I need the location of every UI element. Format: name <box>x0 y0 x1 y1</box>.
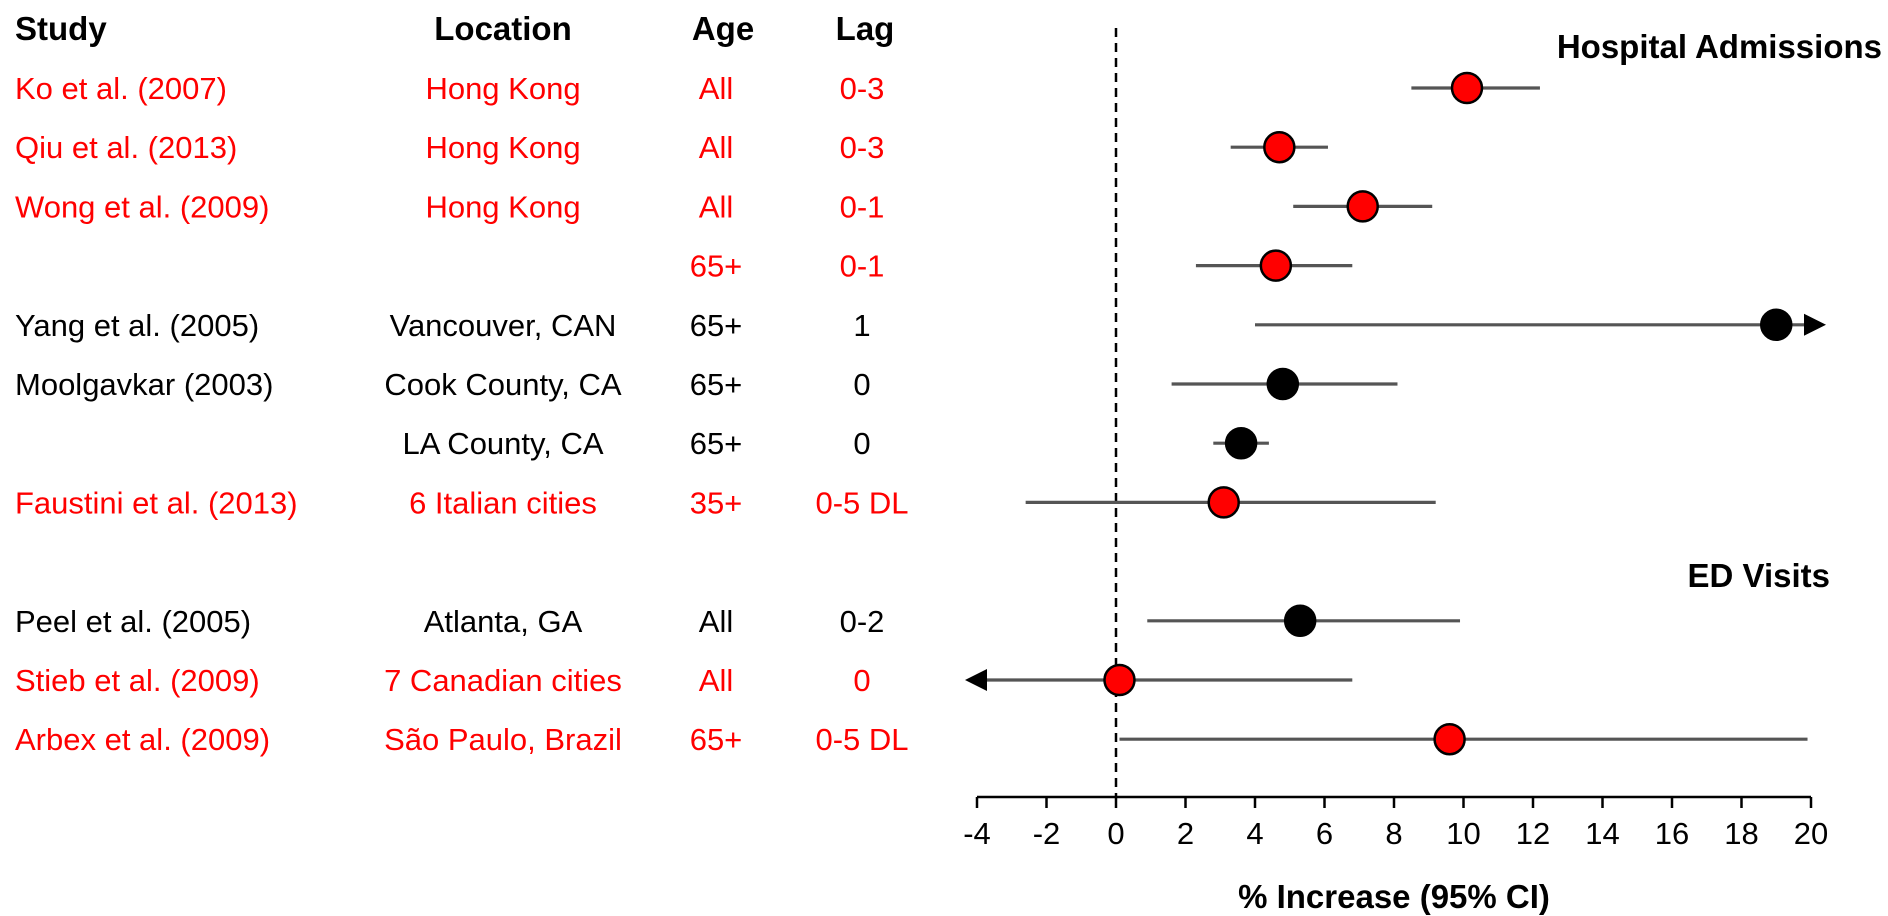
row-9-age: All <box>699 663 733 698</box>
row-6-lag: 0 <box>853 426 870 461</box>
row-0-study: Ko et al. (2007) <box>15 71 227 106</box>
header-study: Study <box>15 10 107 47</box>
row-1-age: All <box>699 130 733 165</box>
row-7-location: 6 Italian cities <box>409 485 597 520</box>
row-3-age: 65+ <box>690 249 743 284</box>
row-6-age: 65+ <box>690 426 743 461</box>
row-8-study: Peel et al. (2005) <box>15 604 251 639</box>
row-1-study: Qiu et al. (2013) <box>15 130 237 165</box>
x-tick-label-6: 8 <box>1385 816 1402 851</box>
point-estimate-row-7 <box>1207 486 1240 519</box>
row-5-study: Moolgavkar (2003) <box>15 367 273 402</box>
x-tick-label-8: 12 <box>1516 816 1550 851</box>
x-tick-label-9: 14 <box>1585 816 1619 851</box>
row-2-study: Wong et al. (2009) <box>15 189 269 224</box>
point-estimate-row-5 <box>1266 367 1300 401</box>
panel-labels: Hospital Admissions ED Visits <box>1557 28 1882 594</box>
panel-label-1: ED Visits <box>1688 557 1830 594</box>
row-4-location: Vancouver, CAN <box>390 308 617 343</box>
x-tick-label-11: 18 <box>1724 816 1758 851</box>
point-estimate-row-4 <box>1760 308 1793 342</box>
row-5-lag: 0 <box>853 367 870 402</box>
point-estimate-row-1 <box>1263 130 1296 164</box>
x-axis-title: % Increase (95% CI) <box>1238 878 1550 915</box>
row-6-location: LA County, CA <box>402 426 603 461</box>
x-tick-label-2: 0 <box>1107 816 1124 851</box>
row-0-location: Hong Kong <box>425 71 580 106</box>
row-8-age: All <box>699 604 733 639</box>
row-9-study: Stieb et al. (2009) <box>15 663 260 698</box>
row-4-age: 65+ <box>690 308 743 343</box>
x-tick-label-3: 2 <box>1177 816 1194 851</box>
point-estimate-row-6 <box>1224 426 1258 460</box>
row-7-lag: 0-5 DL <box>815 485 908 520</box>
header-age: Age <box>692 10 754 47</box>
row-7-age: 35+ <box>690 485 743 520</box>
header-lag: Lag <box>836 10 895 47</box>
row-3-lag: 0-1 <box>840 249 885 284</box>
point-estimate-row-3 <box>1259 249 1293 282</box>
x-tick-label-12: 20 <box>1794 816 1828 851</box>
point-estimate-row-10 <box>1433 722 1466 756</box>
confidence-intervals <box>965 86 1826 741</box>
x-tick-label-0: -4 <box>963 816 991 851</box>
row-1-location: Hong Kong <box>425 130 580 165</box>
row-2-location: Hong Kong <box>425 189 580 224</box>
x-axis: -4 -2 0 2 4 6 8 10 12 14 16 18 20 <box>963 795 1828 851</box>
row-2-lag: 0-1 <box>840 189 885 224</box>
row-1-lag: 0-3 <box>840 130 885 165</box>
row-10-age: 65+ <box>690 722 743 757</box>
point-estimate-row-2 <box>1346 190 1379 223</box>
row-0-age: All <box>699 71 733 106</box>
panel-label-0: Hospital Admissions <box>1557 28 1882 65</box>
x-tick-label-4: 4 <box>1246 816 1263 851</box>
point-estimate-row-0 <box>1450 71 1484 105</box>
row-8-location: Atlanta, GA <box>424 604 583 639</box>
x-tick-label-10: 16 <box>1655 816 1689 851</box>
arrow-left-row-9 <box>965 669 987 691</box>
x-tick-label-1: -2 <box>1033 816 1061 851</box>
row-7-study: Faustini et al. (2013) <box>15 485 298 520</box>
row-9-location: 7 Canadian cities <box>384 663 622 698</box>
point-estimates <box>1103 71 1793 756</box>
row-9-lag: 0 <box>853 663 870 698</box>
point-estimate-row-9 <box>1103 663 1136 697</box>
row-10-location: São Paulo, Brazil <box>384 722 622 757</box>
row-10-study: Arbex et al. (2009) <box>15 722 270 757</box>
row-8-lag: 0-2 <box>840 604 885 639</box>
row-5-age: 65+ <box>690 367 743 402</box>
row-5-location: Cook County, CA <box>384 367 622 402</box>
point-estimate-row-8 <box>1283 604 1317 638</box>
row-4-lag: 1 <box>853 308 870 343</box>
x-tick-label-5: 6 <box>1316 816 1333 851</box>
row-10-lag: 0-5 DL <box>815 722 908 757</box>
row-2-age: All <box>699 189 733 224</box>
arrow-right-row-4 <box>1804 313 1826 336</box>
row-4-study: Yang et al. (2005) <box>15 308 259 343</box>
x-tick-label-7: 10 <box>1446 816 1480 851</box>
header-location: Location <box>434 10 572 47</box>
row-0-lag: 0-3 <box>840 71 885 106</box>
study-table: Ko et al. (2007) Hong Kong All 0-3 Qiu et al… <box>15 71 909 757</box>
